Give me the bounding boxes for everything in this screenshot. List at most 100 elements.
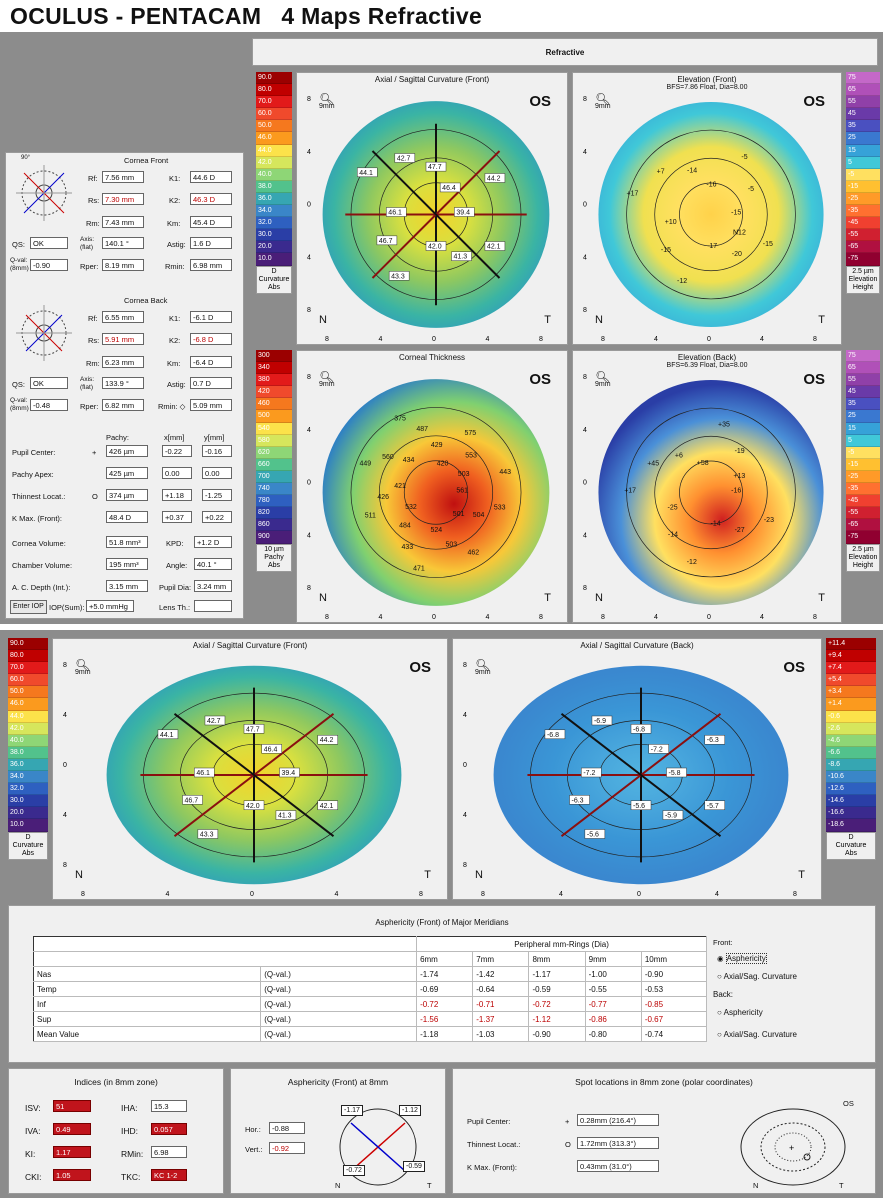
pachy-x: +0.37 xyxy=(162,511,192,523)
spot-n-label: N xyxy=(753,1181,759,1190)
map-value: 46.1 xyxy=(196,770,210,777)
k1-back-label: K1: xyxy=(169,314,181,323)
value-box xyxy=(425,241,447,251)
scale-cell: 44.0 xyxy=(256,144,292,157)
y-tick: 8 xyxy=(583,374,587,381)
y-tick: 4 xyxy=(307,254,311,261)
map-value: 42.0 xyxy=(428,244,442,251)
value-box xyxy=(484,173,506,183)
scale-cell: +5.4 xyxy=(826,674,876,687)
qs-back-value: OK xyxy=(30,377,68,389)
map-value: 42.7 xyxy=(397,155,411,162)
y-tick: 4 xyxy=(307,427,311,434)
table-cell: (Q-val.) xyxy=(260,1026,418,1042)
scale-cell: 46.0 xyxy=(256,132,292,145)
eye-label: OS xyxy=(803,371,825,388)
qval-front-value: -0.90 xyxy=(30,259,68,271)
map-value: 46.4 xyxy=(264,746,278,753)
value-box xyxy=(484,241,506,251)
axial-back-radio[interactable]: ○ Axial/Sag. Curvature xyxy=(717,1030,797,1039)
scale-cell: 45 xyxy=(846,386,880,399)
thickness-map-panel[interactable]: Corneal Thickness OS 🔍︎ 9mm 8 4 0 4 8 8 4 0 4 8 561 533… xyxy=(296,350,568,623)
map-value: -16 xyxy=(731,488,741,495)
scale-cell: 32.0 xyxy=(8,783,48,796)
scale-cell: 40.0 xyxy=(8,734,48,747)
tkc-label: TKC: xyxy=(121,1172,141,1182)
map-value: 47.7 xyxy=(246,726,260,733)
y-tick: 4 xyxy=(63,712,67,719)
asphericity-back-radio[interactable]: ○ Asphericity xyxy=(717,1008,763,1017)
y-tick: 8 xyxy=(583,585,587,592)
elevation-front-map-panel[interactable]: Elevation (Front) BFS=7.86 Float, Dia=8.0… xyxy=(572,72,842,345)
y-tick: 8 xyxy=(307,96,311,103)
asphericity-front-radio[interactable]: ◉ Asphericity xyxy=(717,953,767,964)
iha-label: IHA: xyxy=(121,1103,138,1113)
map-value: +45 xyxy=(647,461,659,468)
map-value: 533 xyxy=(494,504,506,511)
x-tick: 8 xyxy=(419,891,423,898)
x-tick: 8 xyxy=(325,336,329,343)
map-value: 44.1 xyxy=(160,732,174,739)
map-value: -12 xyxy=(677,278,687,285)
enter-iop-button[interactable]: Enter IOP xyxy=(10,600,47,614)
scale-cell: 44.0 xyxy=(8,710,48,723)
zoom-icon[interactable]: 🔍︎ 9mm xyxy=(595,370,611,388)
rf-front-value: 7.56 mm xyxy=(102,171,144,183)
zoom-icon[interactable]: 🔍︎ 9mm xyxy=(319,370,335,388)
scale-cell: 46.0 xyxy=(8,698,48,711)
topography-map: 8 4 0 4 8 8 4 0 4 8 -15 -15 -20 -17 -12 -15 +10 +17 +7 -14 -… xyxy=(583,96,824,343)
pachy-value: 48.4 D xyxy=(106,511,148,523)
spot-pupil-value: 0.28mm (216.4°) xyxy=(577,1114,659,1126)
map-value: -12 xyxy=(687,559,697,566)
x-tick: 0 xyxy=(432,336,436,343)
table-cell: -0.74 xyxy=(641,1026,708,1042)
spot-polar-diagram: + xyxy=(740,1108,846,1186)
axial-front-radio[interactable]: ○ Axial/Sag. Curvature xyxy=(717,972,797,981)
table-cell: -1.12 xyxy=(528,1011,586,1027)
axial-back-map-panel[interactable]: Axial / Sagittal Curvature (Back) OS 🔍︎ 9mm… xyxy=(452,638,822,900)
axial-front-map-panel[interactable]: Axial / Sagittal Curvature (Front) OS 🔍︎ 9m… xyxy=(296,72,568,345)
map-value: 443 xyxy=(499,469,511,476)
ring xyxy=(626,129,796,300)
scale-cell: 660 xyxy=(256,458,292,471)
elevation-back-map-panel[interactable]: Elevation (Back) BFS=6.39 Float, Dia=8.00… xyxy=(572,350,842,623)
table-cell: Temp xyxy=(33,981,262,997)
scale-cell: 38.0 xyxy=(8,746,48,759)
zoom-icon[interactable]: 🔍︎ 9mm xyxy=(595,92,611,110)
axial-front-map-panel-large[interactable]: Axial / Sagittal Curvature (Front) OS 🔍︎ 9m… xyxy=(52,638,448,900)
km-front-value: 45.4 D xyxy=(190,216,232,228)
rm-front-value: 7.43 mm xyxy=(102,216,144,228)
map-value: 42.1 xyxy=(320,803,334,810)
scale-cell: 35 xyxy=(846,120,880,133)
rmin-index-value: 6.98 xyxy=(151,1146,187,1158)
map-value: 39.4 xyxy=(281,770,295,777)
map-value: +7 xyxy=(657,168,665,175)
zoom-icon[interactable]: 🔍︎ 9mm xyxy=(75,658,91,676)
rmin-back-value: 5.09 mm xyxy=(190,399,232,411)
zoom-icon[interactable]: 🔍︎ 9mm xyxy=(319,92,335,110)
ihd-value: 0.057 xyxy=(151,1123,187,1135)
x-tick: 4 xyxy=(166,891,170,898)
plus-icon: + xyxy=(565,1117,570,1126)
map-value: 471 xyxy=(413,565,425,572)
map-value: -6.8 xyxy=(547,732,559,739)
eye-label: OS xyxy=(783,659,805,676)
scale-cell: -35 xyxy=(846,205,880,218)
scale-cell: -55 xyxy=(846,229,880,242)
map-value: 44.2 xyxy=(487,175,501,182)
map-value: 43.3 xyxy=(391,273,405,280)
angle-value: 40.1 ° xyxy=(194,558,232,570)
scale-cell: 460 xyxy=(256,398,292,411)
map-value: 487 xyxy=(416,426,428,433)
value-box xyxy=(197,829,219,839)
value-box xyxy=(243,800,265,811)
scale-footer: D Curvature Abs xyxy=(8,831,48,860)
zoom-icon[interactable]: 🔍︎ 9mm xyxy=(475,658,491,676)
y-tick: 8 xyxy=(307,374,311,381)
map-value: -5.9 xyxy=(665,813,677,820)
table-cell: -0.90 xyxy=(528,1026,586,1042)
scale-cell: 20.0 xyxy=(8,807,48,820)
map-value: 375 xyxy=(394,416,406,423)
map-value: 511 xyxy=(365,513,376,520)
hor-label: Hor.: xyxy=(245,1125,261,1134)
